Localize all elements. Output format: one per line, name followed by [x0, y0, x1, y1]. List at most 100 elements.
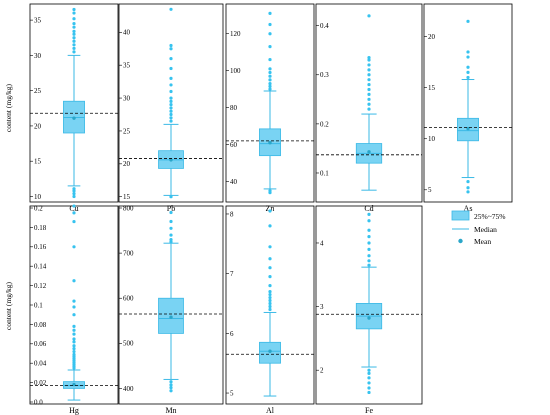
element-label-fe: Fe	[365, 406, 373, 415]
outlier-point-hg	[72, 299, 76, 303]
legend: 25%~75% Median Mean	[451, 210, 506, 246]
mean-point-cu	[72, 116, 76, 120]
outlier-point-pb	[169, 66, 173, 71]
y-tick-label-fe: 4	[320, 239, 324, 247]
element-label-pb: Pb	[167, 204, 175, 213]
outlier-point-cd	[367, 82, 371, 87]
outlier-point-fe	[367, 247, 371, 251]
y-tick-label-pb: 25	[123, 127, 131, 135]
outlier-point-al	[268, 245, 272, 249]
outlier-point-cu	[72, 17, 76, 21]
outlier-point-cu	[72, 39, 76, 43]
y-tick-label-al: 8	[230, 210, 234, 218]
legend-mean-label: Mean	[474, 237, 491, 246]
outlier-point-cu	[72, 46, 76, 50]
element-label-zn: Zn	[266, 204, 275, 213]
y-tick-label-fe: 2	[320, 367, 324, 375]
outlier-point-cu	[72, 43, 76, 47]
y-axis-label-bottom: content (mg/kg)	[4, 281, 13, 330]
y-tick-label-zn: 80	[230, 104, 238, 112]
y-tick-label-cu: 35	[34, 17, 42, 25]
outlier-point-al	[268, 224, 272, 228]
outlier-point-cd	[367, 73, 371, 77]
outlier-point-mn	[169, 240, 173, 244]
outlier-point-pb	[169, 76, 173, 80]
y-tick-label-cu: 10	[34, 193, 42, 201]
mean-point-zn	[268, 141, 272, 145]
panel-as: 5 10 15 20 As	[423, 3, 513, 213]
outlier-point-as	[466, 190, 470, 194]
legend-box-label: 25%~75%	[474, 212, 506, 221]
outlier-point-pb	[169, 89, 173, 94]
panel-pb: 15 20 25 30 35 40 Pb	[118, 3, 224, 213]
outlier-point-al	[268, 304, 272, 309]
outlier-point-cu	[72, 187, 76, 191]
outlier-point-fe	[367, 235, 371, 239]
panel-cd: 0.1 0.2 0.3 0.4 Cd	[315, 3, 423, 213]
outlier-point-pb	[169, 43, 173, 48]
mean-point-hg	[72, 382, 76, 387]
outlier-point-hg	[72, 337, 76, 341]
outlier-point-hg	[72, 352, 76, 357]
outlier-point-cd	[367, 78, 371, 82]
outlier-point-as	[466, 50, 470, 54]
outlier-point-fe	[367, 241, 371, 245]
y-tick-label-al: 5	[230, 389, 234, 397]
y-tick-label-cu: 25	[34, 87, 42, 95]
outlier-point-cd	[367, 55, 371, 60]
outlier-point-zn	[268, 87, 272, 91]
panel-frame-mn	[118, 205, 224, 405]
outlier-point-mn	[169, 385, 173, 390]
outlier-point-fe	[367, 386, 371, 390]
outlier-point-cd	[367, 107, 371, 111]
outlier-point-fe	[367, 371, 371, 375]
outlier-point-zn	[268, 189, 272, 193]
outlier-point-mn	[169, 233, 173, 237]
outlier-point-cd	[367, 97, 371, 101]
outlier-point-zn	[268, 74, 272, 78]
panel-fe: 2 3 4 Fe	[315, 205, 423, 415]
y-tick-label-hg: 0.08	[34, 321, 47, 329]
y-tick-label-cd: 0.3	[320, 71, 329, 79]
panel-cu: 10 15 20 25 30 35 Cu	[29, 3, 119, 213]
outlier-point-pb	[169, 112, 173, 117]
outlier-point-pb	[169, 7, 173, 11]
y-tick-label-al: 6	[230, 330, 234, 338]
outlier-point-al	[268, 275, 272, 279]
element-label-hg: Hg	[69, 406, 79, 415]
outlier-point-al	[268, 266, 272, 270]
panels: 101520253035Cu152025303540Pb406080100120…	[29, 3, 513, 415]
outlier-point-zn	[268, 22, 272, 27]
outlier-point-al	[268, 257, 272, 261]
y-tick-label-cd: 0.1	[320, 169, 329, 177]
mean-point-as	[466, 126, 470, 131]
outlier-point-mn	[169, 389, 173, 393]
outlier-point-cu	[72, 25, 76, 29]
outlier-point-pb	[169, 99, 173, 103]
outlier-point-zn	[268, 11, 272, 15]
outlier-point-as	[466, 70, 470, 74]
outlier-point-as	[466, 55, 470, 59]
y-tick-label-as: 5	[428, 186, 432, 194]
outlier-point-cu	[72, 11, 76, 15]
panel-frame-cd	[315, 3, 423, 203]
outlier-point-hg	[72, 347, 76, 351]
legend-mean-swatch	[458, 238, 463, 244]
outlier-point-cu	[72, 192, 76, 196]
outlier-point-hg	[72, 245, 76, 249]
y-tick-label-zn: 60	[230, 141, 238, 149]
outlier-point-mn	[169, 383, 173, 387]
panel-frame-cu	[29, 3, 119, 203]
outlier-point-zn	[268, 70, 272, 75]
outlier-point-as	[466, 65, 470, 69]
outlier-point-as	[466, 180, 470, 184]
outlier-point-al	[268, 298, 272, 303]
outlier-point-fe	[367, 228, 371, 232]
outlier-point-fe	[367, 368, 371, 372]
outlier-point-al	[268, 307, 272, 312]
y-tick-label-pb: 30	[123, 94, 131, 102]
outlier-point-fe	[367, 390, 371, 395]
outlier-point-cu	[72, 36, 76, 40]
outlier-point-hg	[72, 211, 76, 215]
outlier-point-hg	[72, 324, 76, 328]
